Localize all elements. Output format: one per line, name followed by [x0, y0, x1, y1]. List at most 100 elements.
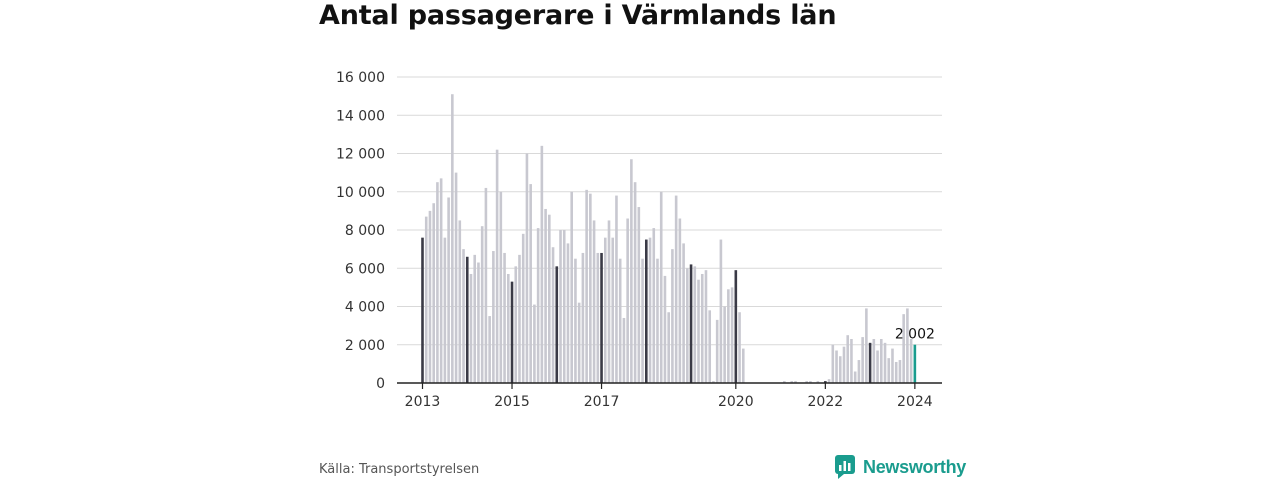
bar — [518, 254, 521, 383]
brand-name: Newsworthy — [863, 456, 967, 477]
bar — [480, 226, 484, 383]
bar — [741, 348, 745, 383]
bar — [603, 237, 607, 383]
bar — [559, 230, 562, 383]
y-tick-label: 8 000 — [345, 223, 385, 239]
bar — [477, 262, 480, 383]
bar — [439, 178, 443, 383]
bar — [574, 258, 577, 383]
bar — [715, 319, 719, 383]
bar — [857, 360, 861, 383]
bar — [868, 342, 872, 383]
last-value-label: 2 002 — [895, 327, 935, 343]
bar — [865, 308, 868, 383]
bar — [861, 337, 864, 383]
bar — [738, 312, 741, 383]
x-tick-label: 2013 — [405, 394, 441, 410]
bar — [697, 279, 700, 383]
bar — [503, 252, 506, 383]
bar — [469, 273, 473, 383]
bar — [783, 381, 786, 383]
bar — [424, 216, 428, 383]
bar — [600, 252, 603, 383]
bar — [652, 228, 656, 383]
x-tick-label: 2022 — [808, 394, 844, 410]
bar — [626, 218, 629, 383]
bar — [611, 237, 615, 383]
bar — [730, 287, 734, 383]
bar — [447, 197, 450, 383]
bar — [630, 159, 633, 383]
bar — [790, 381, 794, 383]
bar — [879, 339, 883, 383]
bar — [551, 247, 555, 383]
bar — [555, 266, 559, 383]
bar — [734, 270, 738, 383]
newsworthy-logo-icon — [835, 455, 855, 479]
y-tick-label: 14 000 — [336, 108, 385, 124]
bar — [898, 360, 902, 383]
bar — [421, 237, 424, 383]
y-tick-label: 2 000 — [345, 338, 385, 354]
bar — [484, 187, 488, 383]
bar — [809, 381, 812, 383]
bar — [540, 145, 544, 383]
bar — [589, 193, 592, 383]
bar — [682, 243, 685, 383]
bar — [678, 218, 682, 383]
bar — [671, 249, 674, 383]
bar — [883, 342, 887, 383]
bar — [686, 268, 689, 383]
bar — [667, 312, 670, 383]
bar — [618, 258, 622, 383]
x-tick-label: 2020 — [718, 394, 754, 410]
bar — [816, 381, 820, 383]
bar — [909, 339, 913, 383]
bar — [913, 344, 917, 383]
bar — [488, 316, 491, 383]
bar — [723, 306, 726, 383]
bar — [663, 275, 667, 383]
x-tick-label: 2024 — [897, 394, 933, 410]
bar — [824, 381, 827, 383]
bar — [902, 314, 905, 383]
bar — [648, 237, 652, 383]
bar — [805, 381, 808, 383]
bar — [473, 254, 477, 383]
bar — [570, 191, 573, 383]
bar — [436, 182, 439, 383]
bar — [510, 281, 514, 383]
bar — [536, 228, 540, 383]
bar — [700, 273, 704, 383]
bar — [432, 203, 435, 383]
bar — [633, 182, 637, 383]
bar — [719, 239, 723, 383]
bar — [835, 350, 838, 383]
y-tick-label: 12 000 — [336, 147, 385, 163]
bar — [645, 239, 648, 383]
bar — [891, 348, 894, 383]
bar — [674, 195, 678, 383]
bar — [850, 339, 853, 383]
bar — [659, 191, 663, 383]
bar — [581, 252, 585, 383]
bar — [794, 381, 797, 383]
bar — [533, 304, 536, 383]
bar — [906, 308, 909, 383]
bar — [454, 172, 458, 383]
bar — [596, 252, 600, 383]
bar — [708, 310, 712, 383]
bar — [462, 249, 465, 383]
bar — [887, 358, 891, 383]
y-tick-label: 4 000 — [345, 300, 385, 316]
bar-chart: 0 2 000 4 000 6 000 8 000 10 000 12 000 14 000 1… — [336, 70, 942, 410]
bar — [566, 243, 570, 383]
bar — [727, 289, 730, 383]
bar — [842, 346, 846, 383]
y-tick-label: 16 000 — [336, 70, 385, 86]
bar — [894, 361, 898, 383]
bar — [838, 356, 842, 383]
source-note: Källa: Transportstyrelsen — [319, 462, 480, 477]
bar — [544, 208, 547, 383]
bar — [637, 207, 641, 383]
